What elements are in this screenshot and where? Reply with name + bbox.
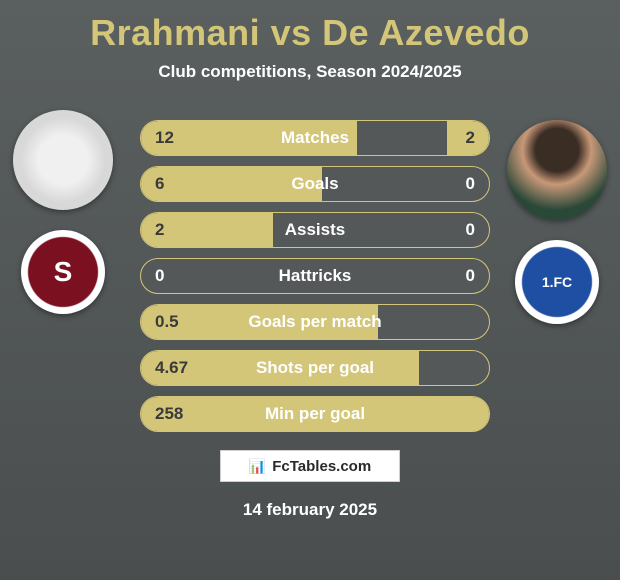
- stat-label: Goals per match: [141, 305, 489, 339]
- stat-label: Matches: [141, 121, 489, 155]
- stat-value-right: 0: [466, 213, 475, 247]
- stat-row: 2Assists0: [140, 212, 490, 248]
- stats-container: 12Matches26Goals02Assists00Hattricks00.5…: [140, 120, 490, 432]
- right-club-badge-text: 1.FC: [542, 274, 572, 290]
- comparison-subtitle: Club competitions, Season 2024/2025: [0, 62, 620, 82]
- stat-row: 6Goals0: [140, 166, 490, 202]
- stat-row: 258Min per goal: [140, 396, 490, 432]
- stat-value-right: 0: [466, 167, 475, 201]
- stat-label: Goals: [141, 167, 489, 201]
- stat-label: Min per goal: [141, 397, 489, 431]
- right-player-photo: [507, 120, 607, 220]
- left-player-photo: [13, 110, 113, 210]
- footer-brand-text: FcTables.com: [272, 458, 371, 475]
- chart-icon: 📊: [249, 458, 266, 475]
- stat-label: Shots per goal: [141, 351, 489, 385]
- comparison-date: 14 february 2025: [0, 500, 620, 520]
- stat-row: 0.5Goals per match: [140, 304, 490, 340]
- comparison-title: Rrahmani vs De Azevedo: [0, 0, 620, 54]
- footer-brand: 📊 FcTables.com: [220, 450, 400, 482]
- left-club-badge-text: S: [54, 256, 73, 288]
- stat-row: 12Matches2: [140, 120, 490, 156]
- stat-value-right: 0: [466, 259, 475, 293]
- right-club-badge: 1.FC: [515, 240, 599, 324]
- right-player-column: 1.FC: [502, 120, 612, 324]
- stat-label: Hattricks: [141, 259, 489, 293]
- left-club-badge: S: [21, 230, 105, 314]
- stat-row: 0Hattricks0: [140, 258, 490, 294]
- left-player-column: S: [8, 110, 118, 314]
- stat-row: 4.67Shots per goal: [140, 350, 490, 386]
- stat-value-right: 2: [466, 121, 475, 155]
- stat-label: Assists: [141, 213, 489, 247]
